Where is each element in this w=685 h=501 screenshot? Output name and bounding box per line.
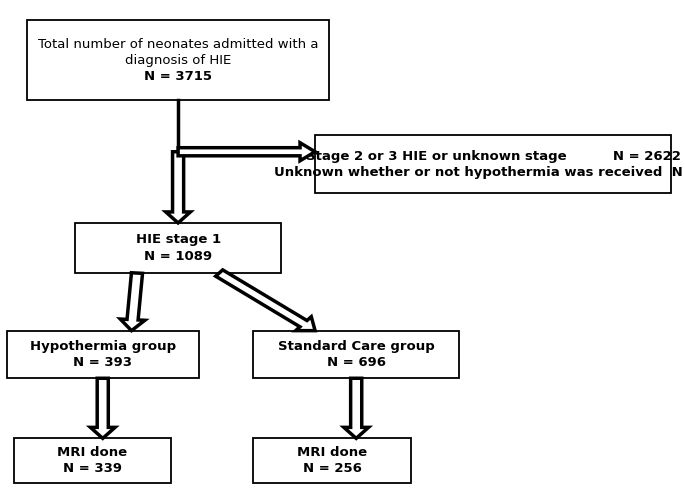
Text: HIE stage 1: HIE stage 1: [136, 233, 221, 246]
Text: MRI done: MRI done: [297, 446, 367, 459]
Text: N = 393: N = 393: [73, 356, 132, 369]
Text: N = 339: N = 339: [63, 462, 122, 475]
Text: Unknown whether or not hypothermia was received  N = 4: Unknown whether or not hypothermia was r…: [274, 166, 685, 178]
Polygon shape: [178, 143, 315, 161]
Text: Hypothermia group: Hypothermia group: [29, 340, 176, 353]
Text: Standard Care group: Standard Care group: [278, 340, 434, 353]
Text: Stage 2 or 3 HIE or unknown stage          N = 2622: Stage 2 or 3 HIE or unknown stage N = 26…: [306, 150, 681, 162]
Text: N = 256: N = 256: [303, 462, 362, 475]
Polygon shape: [344, 378, 369, 438]
Text: N = 696: N = 696: [327, 356, 386, 369]
Text: N = 3715: N = 3715: [144, 70, 212, 83]
Bar: [315, 135, 671, 193]
Polygon shape: [166, 152, 190, 223]
Bar: [75, 223, 281, 273]
Text: diagnosis of HIE: diagnosis of HIE: [125, 54, 232, 67]
Text: Total number of neonates admitted with a: Total number of neonates admitted with a: [38, 38, 319, 51]
Polygon shape: [90, 378, 115, 438]
Bar: [27, 20, 329, 100]
Bar: [7, 331, 199, 378]
Text: N = 1089: N = 1089: [144, 249, 212, 263]
Bar: [253, 331, 459, 378]
Bar: [253, 438, 411, 483]
Text: MRI done: MRI done: [58, 446, 127, 459]
Polygon shape: [216, 270, 315, 331]
Bar: [14, 438, 171, 483]
Polygon shape: [121, 273, 145, 331]
